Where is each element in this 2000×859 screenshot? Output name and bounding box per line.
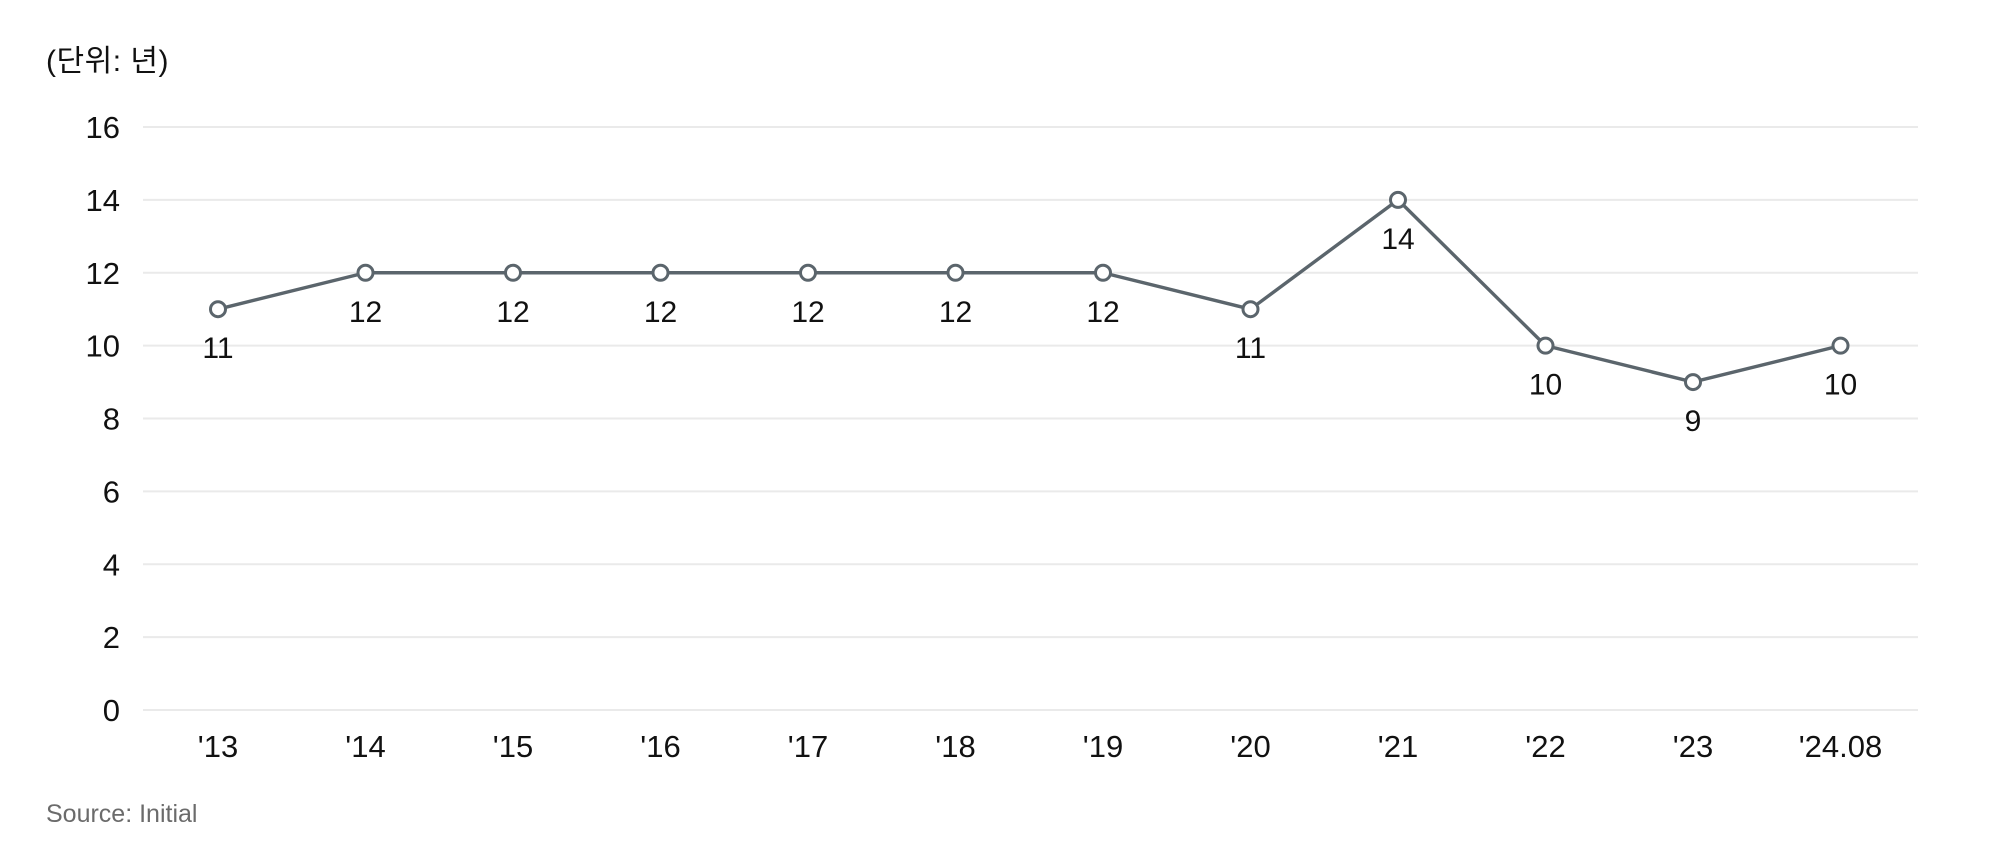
data-point-label: 12 [644, 296, 677, 329]
data-point-label: 12 [1086, 296, 1119, 329]
x-tick-label: '22 [1525, 729, 1565, 764]
x-tick-label: '23 [1673, 729, 1713, 764]
x-tick-label: '24.08 [1799, 729, 1883, 764]
y-tick-label: 8 [103, 402, 120, 437]
source-label: Source: Initial [46, 800, 198, 828]
y-tick-label: 10 [86, 329, 120, 364]
x-tick-label: '18 [935, 729, 975, 764]
data-point-label: 10 [1824, 369, 1857, 402]
x-tick-label: '14 [345, 729, 385, 764]
data-point-label: 11 [1235, 332, 1266, 365]
data-point-marker [1241, 300, 1260, 319]
data-point-marker [209, 300, 227, 319]
unit-label: (단위: 년) [46, 45, 169, 78]
data-point-marker [1831, 336, 1850, 355]
y-tick-label: 14 [86, 183, 120, 218]
data-point-marker [651, 263, 670, 282]
data-point-label: 10 [1529, 369, 1562, 402]
data-point-marker [356, 263, 375, 282]
x-tick-label: '13 [198, 729, 238, 764]
x-tick-label: '15 [493, 729, 533, 764]
data-point-marker [1389, 190, 1407, 209]
y-tick-label: 2 [103, 620, 120, 655]
data-point-marker [1536, 336, 1555, 355]
data-point-marker [946, 263, 965, 282]
data-point-label: 12 [939, 296, 972, 329]
y-tick-label: 6 [103, 474, 120, 509]
y-tick-label: 16 [86, 110, 120, 145]
data-point-marker [1094, 263, 1112, 282]
data-point-marker [504, 263, 522, 282]
x-tick-label: '16 [640, 729, 680, 764]
x-tick-label: '21 [1378, 729, 1418, 764]
data-point-label: 9 [1685, 405, 1702, 438]
data-point-label: 11 [202, 332, 233, 365]
x-tick-label: '20 [1230, 729, 1270, 764]
y-tick-label: 4 [103, 547, 120, 582]
data-point-label: 12 [791, 296, 824, 329]
data-point-marker [799, 263, 817, 282]
data-point-marker [1684, 373, 1702, 392]
x-tick-label: '17 [788, 729, 828, 764]
data-point-label: 12 [496, 296, 529, 329]
data-point-label: 14 [1381, 223, 1414, 256]
y-tick-label: 0 [103, 693, 120, 728]
series-line [216, 198, 1843, 384]
data-point-label: 12 [349, 296, 382, 329]
y-tick-label: 12 [86, 256, 120, 291]
x-tick-label: '19 [1083, 729, 1123, 764]
